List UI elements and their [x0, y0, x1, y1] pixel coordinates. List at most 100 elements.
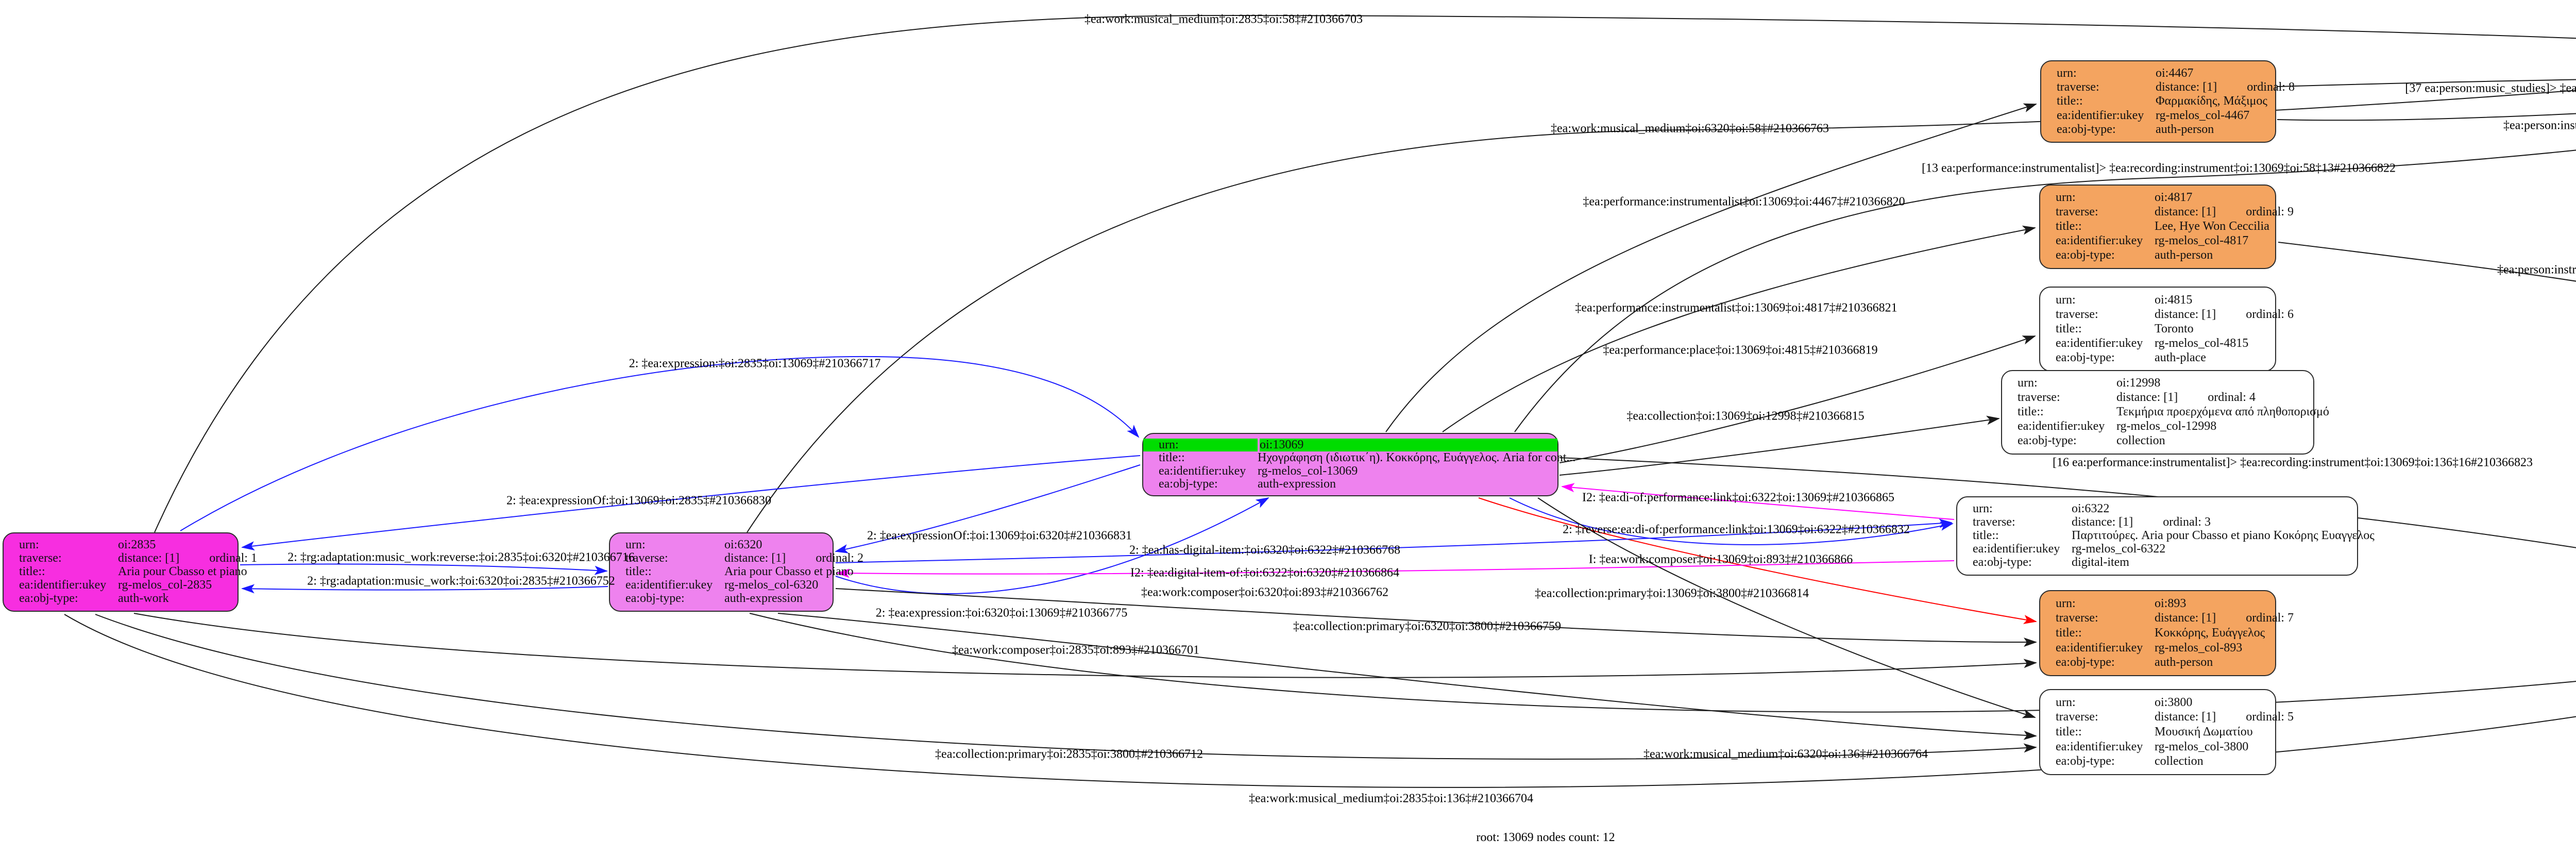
obj-type-key: ea:obj-type:: [1973, 556, 2032, 569]
urn-key: urn:: [1143, 438, 1258, 452]
traverse-value-part: distance: [1]: [2116, 391, 2178, 405]
identifier-ukey-key: ea:identifier:ukey: [2056, 337, 2143, 350]
traverse-value: distance: [1] ordinal: 9: [2155, 206, 2294, 219]
edge-recording-instrument-13069-58: [1514, 149, 2576, 432]
identifier-ukey-value-part: rg-melos_col-4815: [2155, 337, 2249, 350]
graph-node-oi-893[interactable]: urn: oi:893 traverse: distance: [1] ordinal:…: [2039, 590, 2294, 676]
edge-work-musical-medium-6320-58: [747, 90, 2576, 533]
graph-node-oi-3800[interactable]: urn: oi:3800 traverse: distance: [1] ordinal…: [2039, 689, 2294, 775]
urn-row: urn: oi:3800: [2040, 695, 2275, 710]
urn-row: urn: oi:12998: [2002, 376, 2313, 391]
title-key: title::: [2056, 626, 2082, 640]
obj-type-value: auth-person: [2155, 656, 2213, 669]
traverse-row: traverse: distance: [1] ordinal: 4: [2002, 391, 2313, 405]
traverse-key: traverse:: [625, 551, 668, 565]
obj-type-row: ea:obj-type: digital-item: [1957, 556, 2357, 569]
edge-label-work-composer-13069-893: I: ‡ea:work:composer‡oi:13069‡oi:893‡#21…: [1588, 552, 1853, 566]
title-row: title:: Aria pour Cbasso et piano: [610, 565, 854, 579]
identifier-ukey-row: ea:identifier:ukey rg-melos_col-6320: [610, 579, 833, 592]
identifier-ukey-value: rg-melos_col-6322: [2072, 543, 2165, 556]
obj-type-value-part: digital-item: [2072, 556, 2129, 569]
edge-label-performance-instrumentalist-13069-4467: ‡ea:performance:instrumentalist‡oi:13069…: [1583, 195, 1905, 209]
traverse-value-part: distance: [1]: [724, 551, 786, 565]
traverse-value: distance: [1] ordinal: 3: [2072, 516, 2211, 529]
title-value: Lee, Hye Won Ceccilia: [2155, 220, 2269, 233]
urn-value-part: oi:12998: [2116, 376, 2161, 390]
title-row: title:: Aria pour Cbasso et piano: [4, 565, 247, 579]
edge-label-expression-2835-13069: 2: ‡ea:expression:‡oi:2835‡oi:13069‡#210…: [629, 357, 881, 371]
obj-type-key: ea:obj-type:: [19, 592, 78, 606]
edge-label-person-instrument-4467-58: ‡ea:person:instrument‡oi:4467‡oi:58‡#661…: [2503, 119, 2576, 132]
title-value: Toronto: [2155, 322, 2194, 336]
edge-performance-instrumentalist-13069-4467: [1385, 103, 2037, 432]
traverse-value-part: ordinal: 4: [2208, 391, 2256, 405]
title-value: Aria pour Cbasso et piano: [724, 565, 854, 578]
identifier-ukey-row: ea:identifier:ukey rg-melos_col-4815: [2040, 337, 2275, 351]
graph-node-oi-6322[interactable]: urn: oi:6322 traverse: distance: [1] ordinal…: [1956, 496, 2375, 576]
traverse-row: traverse: distance: [1] ordinal: 3: [1957, 516, 2357, 529]
identifier-ukey-value: rg-melos_col-4817: [2155, 234, 2248, 247]
graph-node-oi-2835[interactable]: urn: oi:2835 traverse: distance: [1] ordinal…: [3, 532, 257, 612]
title-key: title::: [2056, 725, 2082, 739]
edge-collection-13069-12998: [1559, 415, 2000, 476]
urn-value-part: oi:13069: [1260, 438, 1304, 452]
urn-value: oi:13069: [1260, 438, 1557, 452]
traverse-value-part: ordinal: 5: [2246, 710, 2294, 724]
graph-node-oi-4817[interactable]: urn: oi:4817 traverse: distance: [1] ordinal…: [2039, 185, 2294, 269]
obj-type-row: ea:obj-type: auth-person: [2040, 248, 2275, 263]
graph-node-oi-4815[interactable]: urn: oi:4815 traverse: distance: [1] ordinal…: [2039, 287, 2294, 372]
title-row: title:: Φαρμακίδης, Μάξιμος: [2041, 94, 2275, 108]
title-key: title::: [2056, 322, 2082, 336]
edge-expression-6320-13069: [835, 497, 1269, 595]
edge-label-work-composer-6320-893: ‡ea:work:composer‡oi:6320‡oi:893‡#210366…: [1141, 585, 1388, 599]
edge-label-recording-instrument-13069-136: [16 ea:performance:instrumentalist]> ‡ea…: [2053, 456, 2533, 470]
graph-node-oi-4467[interactable]: urn: oi:4467 traverse: distance: [1] ordinal…: [2040, 60, 2295, 143]
urn-row: urn: oi:6320: [610, 539, 833, 552]
edge-label-adaptation-music-work-6320-2835: 2: ‡rg:adaptation:music_work:‡oi:6320‡oi…: [307, 574, 615, 588]
edge-performance-place-13069-4815: [1559, 336, 2036, 463]
edge-work-musical-medium-2835-58: [154, 14, 2576, 533]
title-value-part: Κοκκόρης, Ευάγγελος: [2155, 626, 2265, 640]
title-key: title::: [19, 565, 45, 579]
identifier-ukey-key: ea:identifier:ukey: [1973, 542, 2060, 556]
traverse-key: traverse:: [2056, 611, 2098, 625]
edge-adaptation-music-work-6320-2835: [241, 584, 608, 594]
traverse-key: traverse:: [2056, 205, 2098, 219]
graph-node-oi-6320[interactable]: urn: oi:6320 traverse: distance: [1] ordinal…: [609, 532, 863, 612]
obj-type-row: ea:obj-type: auth-place: [2040, 351, 2275, 365]
graph-node-oi-13069[interactable]: urn: oi:13069 title:: Ηχογράφηση (ιδιωτικ΄η…: [1142, 433, 1575, 496]
urn-row: urn: oi:4815: [2040, 293, 2275, 307]
obj-type-key: ea:obj-type:: [2056, 656, 2115, 669]
traverse-value-part: distance: [1]: [118, 551, 180, 565]
edge-work-composer-6320-893: [835, 588, 2037, 647]
urn-row: urn: oi:13069: [1143, 438, 1557, 452]
edge-digital-item-of-6322-6320: [836, 560, 1955, 578]
title-value-part: Φαρμακίδης, Μάξιμος: [2156, 94, 2267, 108]
title-value-part: Aria pour Cbasso et piano: [724, 565, 854, 579]
identifier-ukey-value: rg-melos_col-2835: [118, 579, 212, 592]
traverse-key: traverse:: [19, 551, 62, 565]
obj-type-value-part: auth-person: [2155, 248, 2213, 262]
edge-label-performance-place-13069-4815: ‡ea:performance:place‡oi:13069‡oi:4815‡#…: [1603, 343, 1878, 357]
edge-label-adaptation-music-work-reverse-2835-6320: 2: ‡rg:adaptation:music_work:reverse:‡oi…: [287, 550, 635, 564]
edge-expressionOf-13069-2835: [241, 455, 1141, 551]
graph-node-oi-12998[interactable]: urn: oi:12998 traverse: distance: [1] ordina…: [2001, 370, 2329, 455]
obj-type-key: ea:obj-type:: [1159, 477, 1218, 491]
urn-key: urn:: [2056, 191, 2076, 205]
traverse-value-part: distance: [1]: [2155, 205, 2216, 219]
traverse-value-part: ordinal: 1: [209, 551, 257, 565]
edge-expressionOf-13069-6320: [835, 464, 1141, 554]
title-row: title:: Μουσική Δωματίου: [2040, 725, 2275, 740]
edge-reverse-di-of-performance-link-13069-6322: [1509, 497, 1954, 545]
edge-label-has-digital-item-6320-6322: 2: ‡ea:has-digital-item:‡oi:6320‡oi:6322…: [1129, 543, 1400, 557]
edge-label-work-musical-medium-6320-136: ‡ea:work:musical_medium‡oi:6320‡oi:136‡#…: [1643, 747, 1928, 761]
edge-label-reverse-di-of-performance-link-13069-6322: 2: ‡reverse:ea:di-of:performance:link‡oi…: [1563, 523, 1910, 537]
urn-key: urn:: [1973, 502, 1993, 516]
edge-person-instrument-4817-136: [2278, 242, 2576, 282]
edge-label-collection-13069-12998: ‡ea:collection‡oi:13069‡oi:12998‡#210366…: [1626, 409, 1865, 423]
title-value-part: Τεκμήρια προερχόμενα από πληθοπορισμό: [2116, 405, 2329, 419]
obj-type-value-part: auth-work: [118, 592, 169, 606]
edge-work-musical-medium-6320-136: [749, 613, 2576, 713]
